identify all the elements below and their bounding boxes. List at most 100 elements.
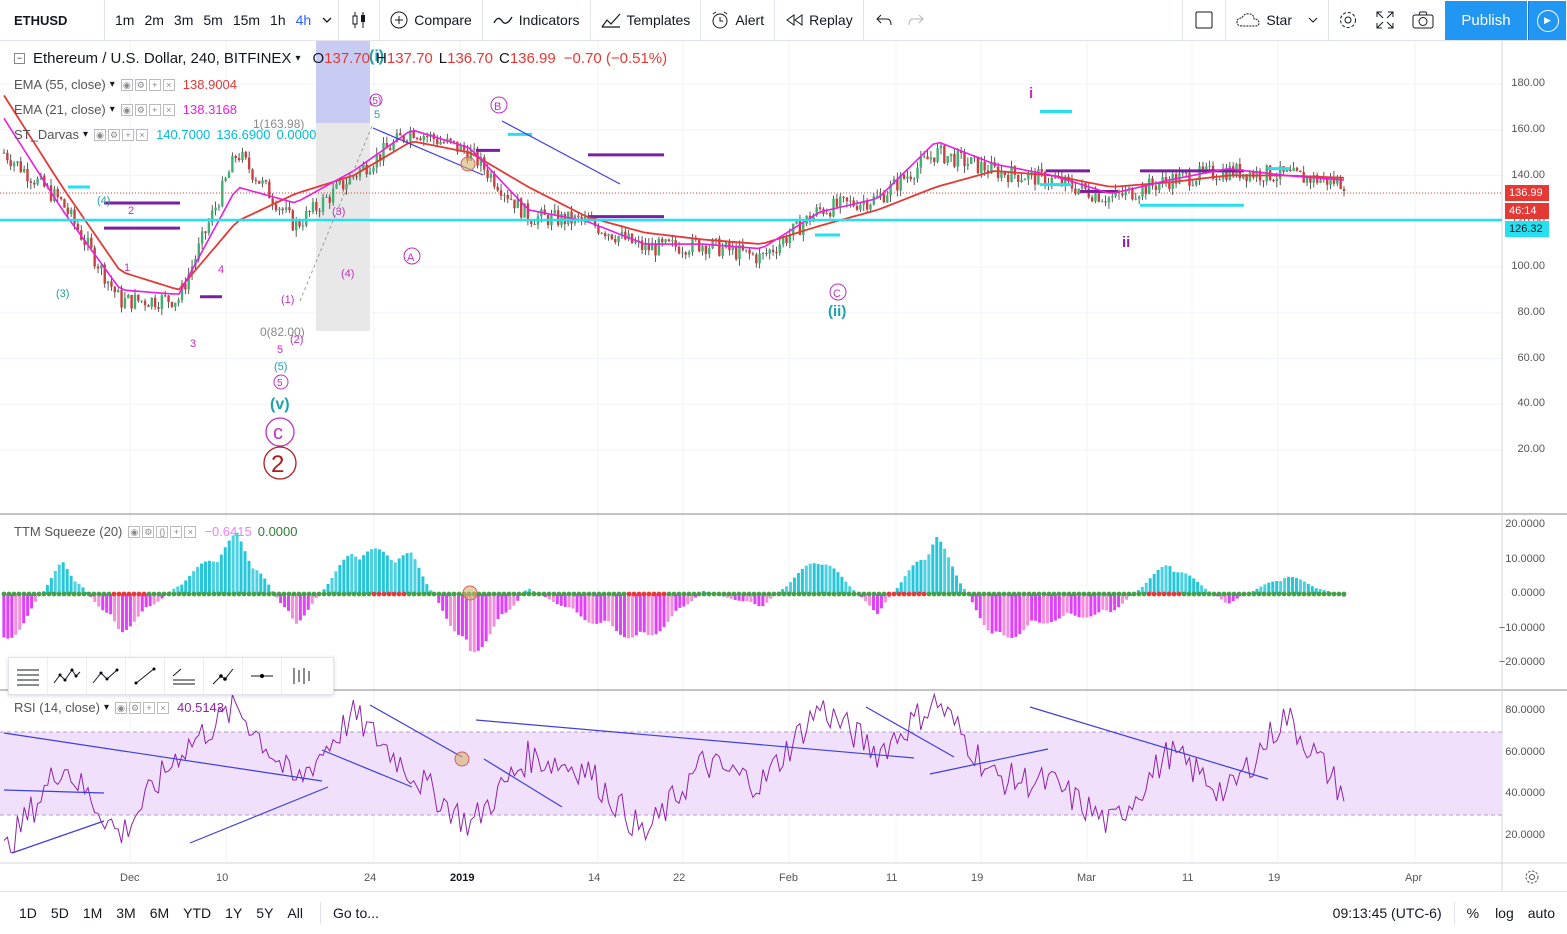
rsi-line xyxy=(3,692,1345,853)
ttm-bar xyxy=(824,564,828,594)
ttm-bar xyxy=(77,583,81,594)
elliott-impulse-icon[interactable] xyxy=(48,658,87,694)
wave-4-paren-b: (4) xyxy=(341,268,354,280)
darvas-controls[interactable]: ◉ ⚙ + × xyxy=(94,128,150,141)
candle xyxy=(358,167,362,181)
ema55-controls[interactable]: ◉ ⚙ + × xyxy=(120,78,177,91)
wave-3-paren-b: (3) xyxy=(332,206,345,218)
timeframe-1m[interactable]: 1m xyxy=(115,12,135,28)
ttm-bar xyxy=(1093,594,1097,615)
templates-button[interactable]: Templates xyxy=(591,0,701,41)
ttm-bar xyxy=(619,594,623,635)
chart-canvas[interactable]: (i) (5) 5 1(163.98) 0(82.00) B A C (ii) … xyxy=(0,41,1567,891)
bars-pattern-icon[interactable] xyxy=(282,658,321,694)
chart-title[interactable]: Ethereum / U.S. Dollar, 240, BITFINEX xyxy=(33,50,292,67)
elliott-correction-icon[interactable] xyxy=(87,658,126,694)
ttm-dot xyxy=(1081,591,1087,597)
ema21-controls[interactable]: ◉ ⚙ + × xyxy=(120,103,177,116)
ttm-dot xyxy=(1101,591,1107,597)
price-axis-label: 40.00 xyxy=(1517,397,1545,410)
fib-tool-icon[interactable] xyxy=(9,658,48,694)
timeframe-15m[interactable]: 15m xyxy=(232,12,261,28)
goto-button[interactable]: Go to... xyxy=(332,905,379,921)
range-all[interactable]: All xyxy=(287,905,303,921)
ttm-dot xyxy=(106,591,112,597)
range-1m[interactable]: 1M xyxy=(82,905,103,921)
ema21-legend[interactable]: EMA (21, close) ▾ ◉ ⚙ + × 138.3168 xyxy=(14,102,238,117)
trend-line-icon[interactable] xyxy=(126,658,165,694)
fullscreen-expand-icon[interactable] xyxy=(1367,0,1403,41)
ttm-bar xyxy=(1081,594,1085,618)
axis-settings-gear-icon[interactable] xyxy=(1524,869,1540,888)
redo-icon[interactable] xyxy=(900,0,932,41)
publish-button[interactable]: Publish xyxy=(1445,1,1527,40)
candle xyxy=(1017,174,1020,188)
log-toggle[interactable]: log xyxy=(1495,905,1514,921)
replay-button[interactable]: Replay xyxy=(775,0,863,41)
ttm-legend[interactable]: TTM Squeeze (20) ◉ ⚙{} + × −0.6415 0.0000 xyxy=(14,524,298,539)
ttm-dot xyxy=(371,591,377,597)
range-5y[interactable]: 5Y xyxy=(256,905,274,921)
countdown-tag: 46:14 xyxy=(1505,203,1549,219)
timeframe-5m[interactable]: 5m xyxy=(203,12,223,28)
legend-collapse-icon[interactable]: − xyxy=(14,53,25,64)
camera-icon[interactable] xyxy=(1403,0,1443,41)
ttm-dot xyxy=(131,591,137,597)
fullscreen-square-icon[interactable] xyxy=(1183,0,1225,41)
ttm-bar xyxy=(800,568,804,594)
ttm-dot xyxy=(1091,591,1097,597)
ttm-bar xyxy=(903,576,907,594)
candle xyxy=(184,277,187,295)
symbol-search[interactable]: ETHUSD xyxy=(14,12,68,28)
ttm-bar xyxy=(314,594,318,599)
path-icon[interactable] xyxy=(204,658,243,694)
timeframe-4h[interactable]: 4h xyxy=(295,12,312,28)
candle xyxy=(140,300,143,304)
ttm-dot xyxy=(1221,591,1227,597)
auto-toggle[interactable]: auto xyxy=(1527,905,1555,921)
main-legend: − Ethereum / U.S. Dollar, 240, BITFINEX … xyxy=(14,50,667,67)
cloud-save-button[interactable]: Star xyxy=(1225,0,1328,41)
time-axis-label: Apr xyxy=(1405,872,1423,884)
timeframe-dropdown-icon[interactable] xyxy=(316,0,338,41)
candle xyxy=(419,136,422,141)
settings-gear-icon[interactable] xyxy=(1329,0,1367,41)
ttm-dot xyxy=(321,591,327,597)
range-5d[interactable]: 5D xyxy=(50,905,69,921)
ttm-bar xyxy=(267,584,271,594)
rsi-legend[interactable]: RSI (14, close) ▾ ◉ ⚙ + × 40.5143 xyxy=(14,700,225,715)
rsi-controls[interactable]: ◉ ⚙ + × xyxy=(115,701,171,714)
candle xyxy=(278,207,281,216)
candle xyxy=(1137,195,1141,205)
ttm-bar xyxy=(1018,594,1022,635)
compare-button[interactable]: Compare xyxy=(380,0,482,41)
ttm-controls[interactable]: ◉ ⚙{} + × xyxy=(128,525,198,538)
timeframe-1h[interactable]: 1h xyxy=(270,12,286,28)
ttm-bar xyxy=(1188,575,1192,594)
range-1y[interactable]: 1Y xyxy=(225,905,243,921)
undo-icon[interactable] xyxy=(864,0,900,41)
clock[interactable]: 09:13:45 (UTC-6) xyxy=(1332,905,1442,921)
ttm-dot xyxy=(831,591,837,597)
range-6m[interactable]: 6M xyxy=(149,905,170,921)
chart-type-candles-icon[interactable] xyxy=(339,0,379,41)
ttm-dot xyxy=(6,591,12,597)
alert-button[interactable]: Alert xyxy=(701,0,774,41)
ttm-dot xyxy=(611,591,617,597)
timeframe-3m[interactable]: 3m xyxy=(173,12,194,28)
range-ytd[interactable]: YTD xyxy=(183,905,212,921)
rsi-axis-label: 40.0000 xyxy=(1505,787,1545,800)
ema55-legend[interactable]: EMA (55, close) ▾ ◉ ⚙ + × 138.9004 xyxy=(14,77,238,92)
candle xyxy=(446,133,449,144)
fib-extension-icon[interactable] xyxy=(165,658,204,694)
darvas-legend[interactable]: ST_Darvas ▾ ◉ ⚙ + × 140.7000 136.6900 0.0000 xyxy=(14,127,317,142)
range-1d[interactable]: 1D xyxy=(19,905,37,921)
publish-dropdown-button[interactable]: ▶ xyxy=(1528,1,1566,40)
ttm-dot xyxy=(931,591,937,597)
timeframe-2m[interactable]: 2m xyxy=(144,12,164,28)
ttm-bar xyxy=(113,594,117,622)
percent-toggle[interactable]: % xyxy=(1466,905,1480,921)
horizontal-line-icon[interactable] xyxy=(243,658,282,694)
range-3m[interactable]: 3M xyxy=(116,905,136,921)
indicators-button[interactable]: Indicators xyxy=(483,0,590,41)
